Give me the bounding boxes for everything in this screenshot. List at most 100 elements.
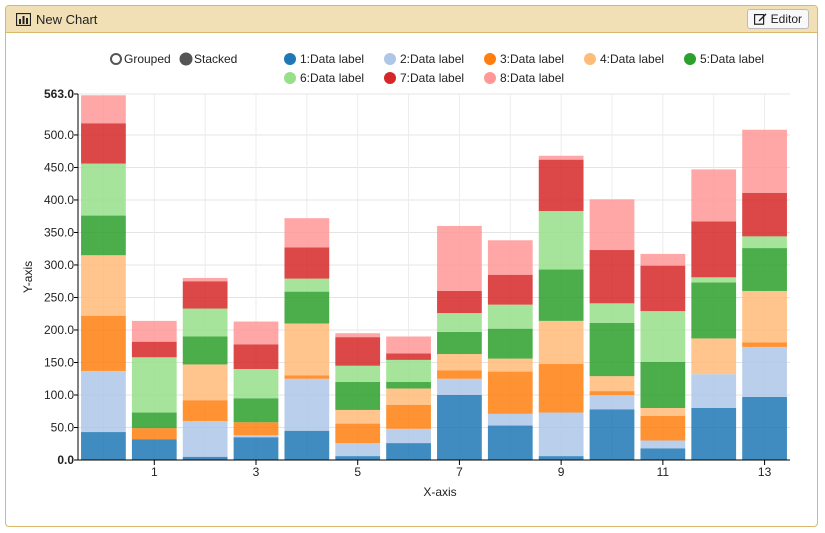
bar-segment[interactable] (233, 422, 279, 436)
bar-segment[interactable] (437, 378, 482, 395)
bar-segment[interactable] (335, 333, 381, 338)
editor-button[interactable]: Editor (746, 9, 809, 29)
legend-swatch[interactable] (584, 53, 596, 65)
bar-segment[interactable] (233, 321, 279, 345)
legend-item[interactable]: 3:Data label (484, 52, 564, 66)
bar-segment[interactable] (691, 277, 737, 283)
bar-segment[interactable] (284, 378, 330, 431)
bar-segment[interactable] (284, 218, 330, 248)
bar-segment[interactable] (691, 282, 737, 339)
legend-item[interactable]: 5:Data label (684, 52, 764, 66)
bar-segment[interactable] (538, 456, 584, 460)
bar-segment[interactable] (182, 420, 228, 457)
bar-segment[interactable] (386, 381, 431, 389)
bar-segment[interactable] (640, 253, 686, 266)
stacked-radio-circle[interactable] (179, 52, 193, 66)
bar-segment[interactable] (335, 365, 381, 382)
bar-segment[interactable] (233, 437, 279, 460)
bar-segment[interactable] (487, 371, 533, 414)
bar-segment[interactable] (81, 370, 126, 433)
bar-segment[interactable] (182, 336, 228, 365)
legend-item[interactable]: 7:Data label (384, 71, 464, 85)
bar-segment[interactable] (437, 290, 482, 314)
bar-segment[interactable] (640, 440, 686, 449)
bar-segment[interactable] (589, 322, 635, 377)
bar-segment[interactable] (335, 456, 381, 460)
bar-segment[interactable] (691, 221, 737, 278)
bar-segment[interactable] (589, 376, 635, 392)
legend-item[interactable]: 4:Data label (584, 52, 664, 66)
bar-segment[interactable] (538, 320, 584, 364)
bar-segment[interactable] (386, 336, 431, 354)
bar-segment[interactable] (589, 199, 635, 251)
bar-segment[interactable] (640, 265, 686, 312)
bar-segment[interactable] (640, 361, 686, 408)
bar-segment[interactable] (81, 315, 126, 371)
bar-segment[interactable] (538, 155, 584, 160)
bar-segment[interactable] (538, 159, 584, 212)
bar-segment[interactable] (487, 425, 533, 460)
legend-swatch[interactable] (384, 72, 396, 84)
bar-segment[interactable] (335, 337, 381, 366)
bar-segment[interactable] (487, 358, 533, 372)
legend-swatch[interactable] (284, 53, 296, 65)
bar-segment[interactable] (386, 388, 431, 405)
bar-segment[interactable] (284, 247, 330, 279)
bar-segment[interactable] (589, 394, 635, 410)
bar-segment[interactable] (691, 338, 737, 375)
bar-segment[interactable] (182, 281, 228, 309)
bar-segment[interactable] (742, 129, 787, 193)
bar-segment[interactable] (386, 404, 431, 429)
bar-segment[interactable] (284, 291, 330, 324)
bar-segment[interactable] (538, 269, 584, 321)
bar-segment[interactable] (386, 443, 431, 460)
stacked-radio[interactable]: Stacked (179, 52, 237, 66)
bar-segment[interactable] (437, 394, 482, 460)
bar-segment[interactable] (538, 211, 584, 270)
bar-segment[interactable] (182, 456, 228, 460)
bar-segment[interactable] (131, 428, 177, 440)
bar-segment[interactable] (437, 370, 482, 379)
bar-segment[interactable] (437, 225, 482, 291)
legend-item[interactable]: 8:Data label (484, 71, 564, 85)
bar-segment[interactable] (81, 215, 126, 256)
legend-item[interactable]: 2:Data label (384, 52, 464, 66)
bar-segment[interactable] (182, 277, 228, 282)
bar-segment[interactable] (589, 409, 635, 460)
bar-segment[interactable] (284, 375, 330, 379)
legend-swatch[interactable] (684, 53, 696, 65)
bar-segment[interactable] (538, 412, 584, 457)
legend-swatch[interactable] (384, 53, 396, 65)
bar-segment[interactable] (640, 311, 686, 362)
bar-segment[interactable] (131, 341, 177, 358)
bar-segment[interactable] (182, 364, 228, 401)
legend-swatch[interactable] (284, 72, 296, 84)
bar-segment[interactable] (691, 374, 737, 408)
grouped-radio[interactable]: Grouped (110, 52, 171, 66)
bar-segment[interactable] (284, 278, 330, 292)
bar-segment[interactable] (437, 354, 482, 371)
bar-segment[interactable] (487, 240, 533, 275)
bar-segment[interactable] (437, 331, 482, 355)
bar-segment[interactable] (335, 443, 381, 457)
legend-item[interactable]: 6:Data label (284, 71, 364, 85)
bar-segment[interactable] (589, 250, 635, 304)
bar-segment[interactable] (131, 320, 177, 342)
bar-segment[interactable] (335, 381, 381, 410)
bar-segment[interactable] (386, 359, 431, 382)
bar-segment[interactable] (233, 368, 279, 399)
bar-segment[interactable] (742, 290, 787, 343)
bar-segment[interactable] (81, 163, 126, 216)
bar-segment[interactable] (538, 363, 584, 413)
bar-segment[interactable] (589, 391, 635, 395)
bar-segment[interactable] (386, 353, 431, 360)
bar-segment[interactable] (284, 323, 330, 376)
legend-swatch[interactable] (484, 72, 496, 84)
bar-segment[interactable] (691, 169, 737, 222)
bar-segment[interactable] (81, 123, 126, 164)
legend-swatch[interactable] (484, 53, 496, 65)
bar-segment[interactable] (182, 400, 228, 421)
bar-segment[interactable] (233, 398, 279, 423)
legend-item[interactable]: 1:Data label (284, 52, 364, 66)
bar-segment[interactable] (589, 303, 635, 323)
